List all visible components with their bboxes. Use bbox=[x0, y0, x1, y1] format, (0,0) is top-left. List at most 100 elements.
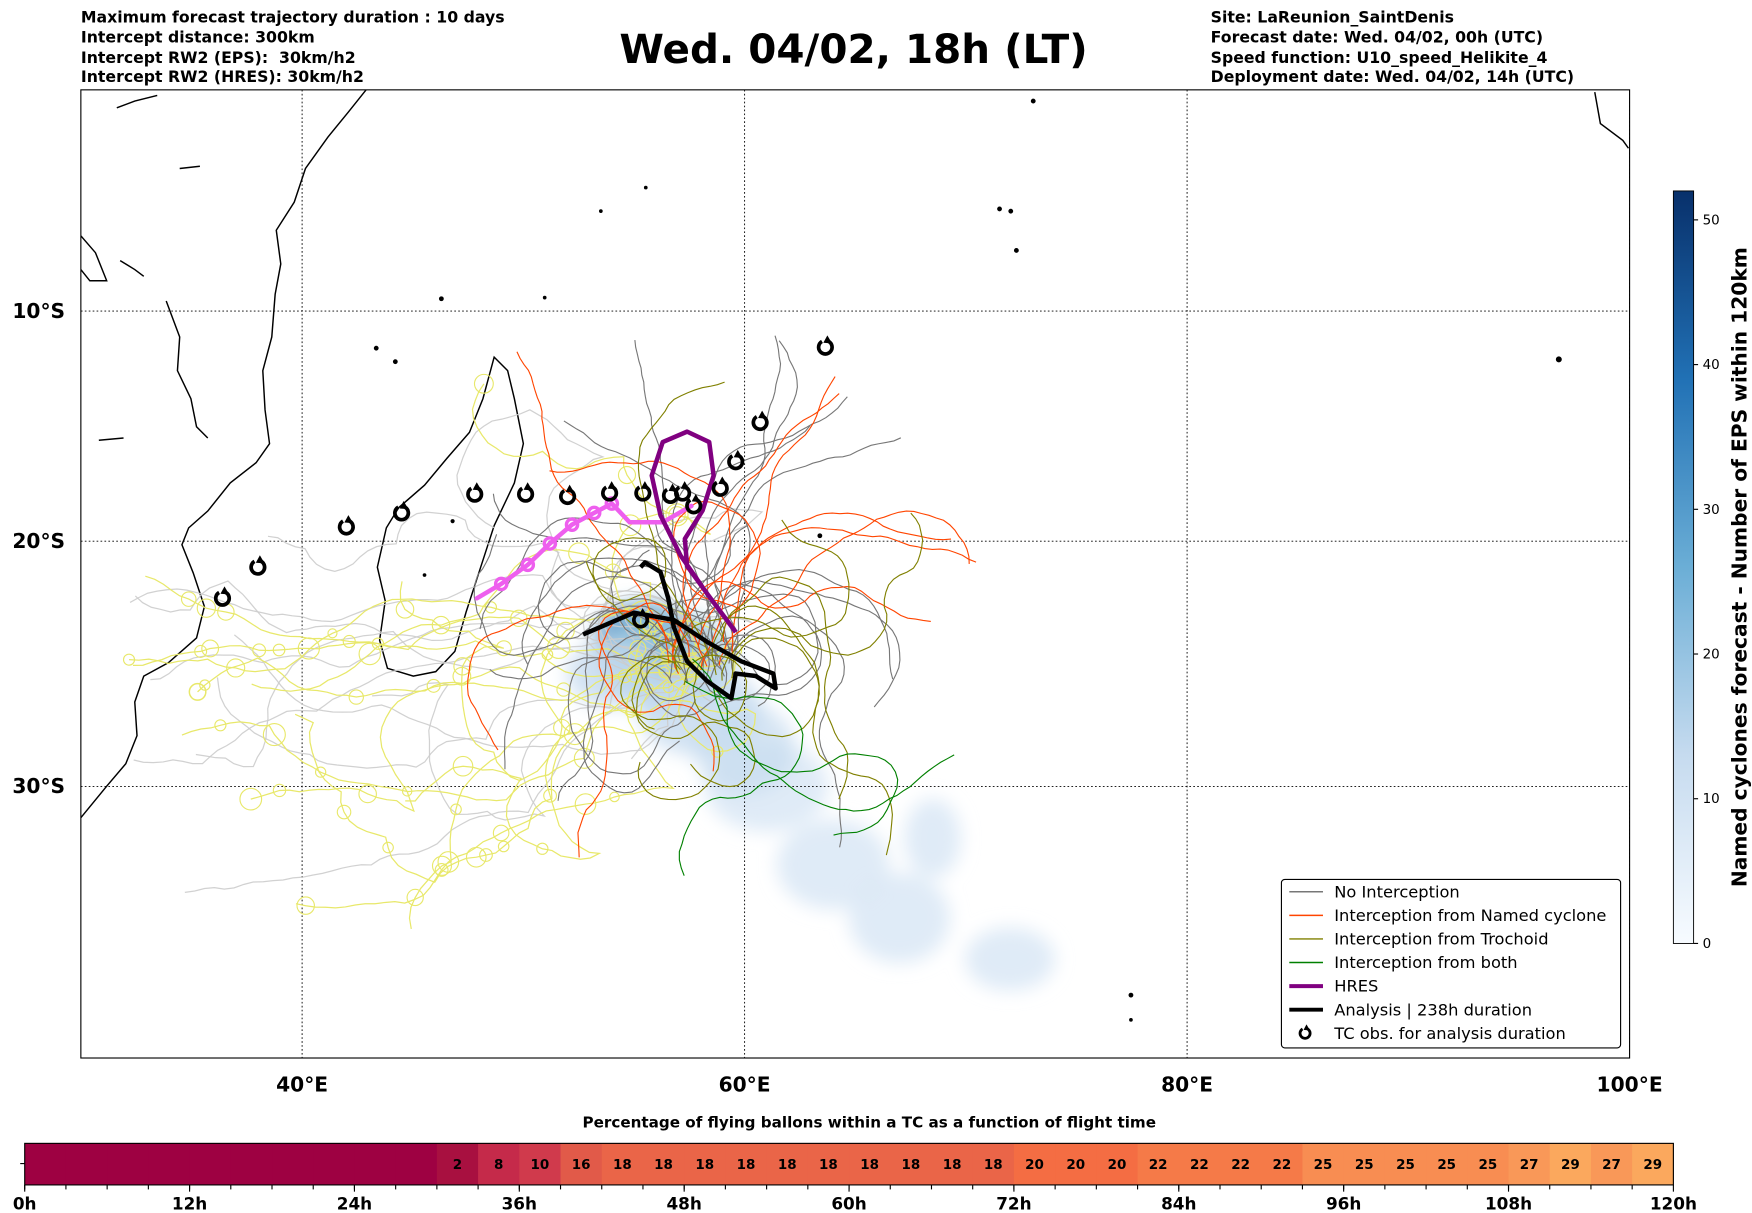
colorbar: Named cyclones forecast - Number of EPS … bbox=[1672, 190, 1751, 952]
trajectory-loop bbox=[395, 600, 415, 619]
strip-cell bbox=[972, 1143, 1015, 1185]
tc-obs-marker-icon bbox=[393, 501, 411, 522]
strip-cell-value: 2 bbox=[453, 1157, 462, 1173]
strip-cell-value: 25 bbox=[1314, 1157, 1333, 1173]
trajectory-loop bbox=[358, 784, 377, 804]
density-blob bbox=[776, 819, 890, 910]
header-site: Site: LaReunion_SaintDenis bbox=[1211, 7, 1454, 26]
named-cyclone-interception-trajectory bbox=[718, 510, 970, 666]
hres-track bbox=[649, 429, 738, 634]
strip-cell bbox=[1302, 1143, 1345, 1185]
legend-label: Interception from Trochoid bbox=[1334, 930, 1548, 949]
page-title: Wed. 04/02, 18h (LT) bbox=[619, 25, 1087, 73]
strip-cell bbox=[354, 1143, 397, 1185]
trajectory-loop bbox=[252, 643, 267, 658]
strip-cell-value: 18 bbox=[819, 1157, 838, 1173]
trajectory-loop bbox=[239, 787, 263, 811]
strip-cell bbox=[931, 1143, 974, 1185]
tc-obs-marker-icon bbox=[727, 449, 745, 471]
strip-cell-value: 18 bbox=[943, 1157, 962, 1173]
no-interception-trajectory bbox=[713, 335, 782, 652]
pink-track-loop bbox=[493, 576, 509, 592]
both-interception-trajectory bbox=[678, 681, 804, 876]
legend: No Interception Interception from Named c… bbox=[1280, 878, 1622, 1049]
strip-cell bbox=[24, 1143, 67, 1185]
trajectory-loop bbox=[452, 755, 474, 777]
strip-cell bbox=[1467, 1143, 1510, 1185]
legend-label: HRES bbox=[1334, 977, 1378, 996]
colorbar-tick-label: 30 bbox=[1703, 502, 1720, 518]
legend-box bbox=[1280, 878, 1622, 1049]
trajectory-loop bbox=[711, 745, 724, 758]
strip-cell-value: 29 bbox=[1643, 1157, 1662, 1173]
trajectory-loop bbox=[497, 840, 510, 853]
trajectory-loop bbox=[568, 542, 590, 564]
gridlines bbox=[80, 89, 1630, 1059]
strip-tick-label: 12h bbox=[172, 1194, 207, 1213]
colorbar-tick-label: 10 bbox=[1703, 791, 1720, 807]
named-cyclone-interception-trajectory bbox=[700, 512, 952, 671]
trajectory-loop bbox=[465, 846, 487, 868]
trajectory-loop bbox=[619, 514, 642, 537]
tc-observations bbox=[213, 335, 834, 629]
ensemble-trajectories bbox=[122, 335, 977, 930]
strip-cell bbox=[642, 1143, 685, 1185]
strip-cell-value: 20 bbox=[1066, 1157, 1085, 1173]
lon-tick-label: 100°E bbox=[1597, 1073, 1663, 1097]
trajectory-yellow-trajectory bbox=[250, 671, 695, 813]
strip-cell bbox=[1384, 1143, 1427, 1185]
trajectory-loop bbox=[272, 783, 287, 798]
density-blob bbox=[965, 927, 1056, 991]
strip-cell bbox=[1343, 1143, 1386, 1185]
trajectory-loop bbox=[327, 628, 338, 639]
colorbar-tick-label: 20 bbox=[1703, 647, 1720, 663]
strip-cell bbox=[1549, 1143, 1592, 1185]
trajectory-yellow-trajectory bbox=[145, 575, 703, 666]
tc-obs-marker-icon bbox=[517, 482, 535, 503]
trajectory-loop bbox=[122, 653, 136, 666]
tc-obs-marker-icon bbox=[466, 482, 484, 503]
named-cyclone-interception-trajectory bbox=[598, 602, 715, 772]
lon-tick-label: 60°E bbox=[719, 1073, 771, 1097]
strip-cell bbox=[1590, 1143, 1633, 1185]
legend-label: Analysis | 238h duration bbox=[1334, 1000, 1532, 1019]
density-blob bbox=[848, 873, 951, 963]
header-deployment-date: Deployment date: Wed. 04/02, 14h (UTC) bbox=[1211, 67, 1574, 86]
trajectory-yellow-trajectory bbox=[634, 620, 757, 753]
tc-obs-marker-icon bbox=[816, 335, 834, 356]
strip-cell bbox=[1632, 1143, 1674, 1185]
strip-cell-value: 22 bbox=[1272, 1157, 1291, 1173]
trajectory-loop bbox=[214, 719, 227, 732]
strip-cell bbox=[601, 1143, 644, 1185]
pink-track-loop bbox=[542, 536, 558, 551]
strip-cell-value: 22 bbox=[1231, 1157, 1250, 1173]
strip-cell-value: 10 bbox=[531, 1157, 550, 1173]
no-interception-light-trajectory bbox=[267, 511, 719, 670]
named-cyclone-interception-trajectory bbox=[731, 527, 977, 659]
named-cyclone-interception-trajectory bbox=[671, 580, 931, 674]
strip-cell-value: 18 bbox=[695, 1157, 714, 1173]
trajectory-loop bbox=[180, 591, 197, 607]
strip-cell-value: 18 bbox=[778, 1157, 797, 1173]
trajectory-loop bbox=[609, 791, 620, 803]
strip-cell bbox=[1219, 1143, 1262, 1185]
no-interception-light-trajectory bbox=[549, 508, 764, 656]
trochoid-interception-trajectory bbox=[631, 654, 748, 730]
strip-cell bbox=[272, 1143, 314, 1185]
map-axis-labels: 40°E 60°E 80°E 100°E 10°S 20°S 30°S bbox=[12, 299, 1662, 1097]
no-interception-trajectory bbox=[704, 340, 798, 639]
legend-label: Interception from Named cyclone bbox=[1334, 906, 1606, 925]
strip-cell-value: 27 bbox=[1520, 1157, 1539, 1173]
strip-tick-label: 96h bbox=[1326, 1194, 1361, 1213]
trajectory-loop bbox=[201, 639, 220, 658]
tc-obs-marker-icon bbox=[685, 493, 703, 515]
strip-cell-value: 29 bbox=[1561, 1157, 1580, 1173]
map-frame bbox=[80, 89, 1631, 1059]
header-intercept-hres: Intercept RW2 (HRES): 30km/h2 bbox=[81, 67, 364, 86]
strip-cell-value: 18 bbox=[654, 1157, 673, 1173]
trajectory-loop bbox=[434, 862, 449, 877]
trajectory-loop bbox=[452, 666, 472, 686]
strip-tick-label: 60h bbox=[831, 1194, 866, 1213]
flight-time-strip: 2 8 10 16 18 18 18 18 18 18 18 18 18 18 20 20 20 22 22 22 22… bbox=[13, 1142, 1697, 1213]
trajectory-loop bbox=[453, 657, 472, 676]
